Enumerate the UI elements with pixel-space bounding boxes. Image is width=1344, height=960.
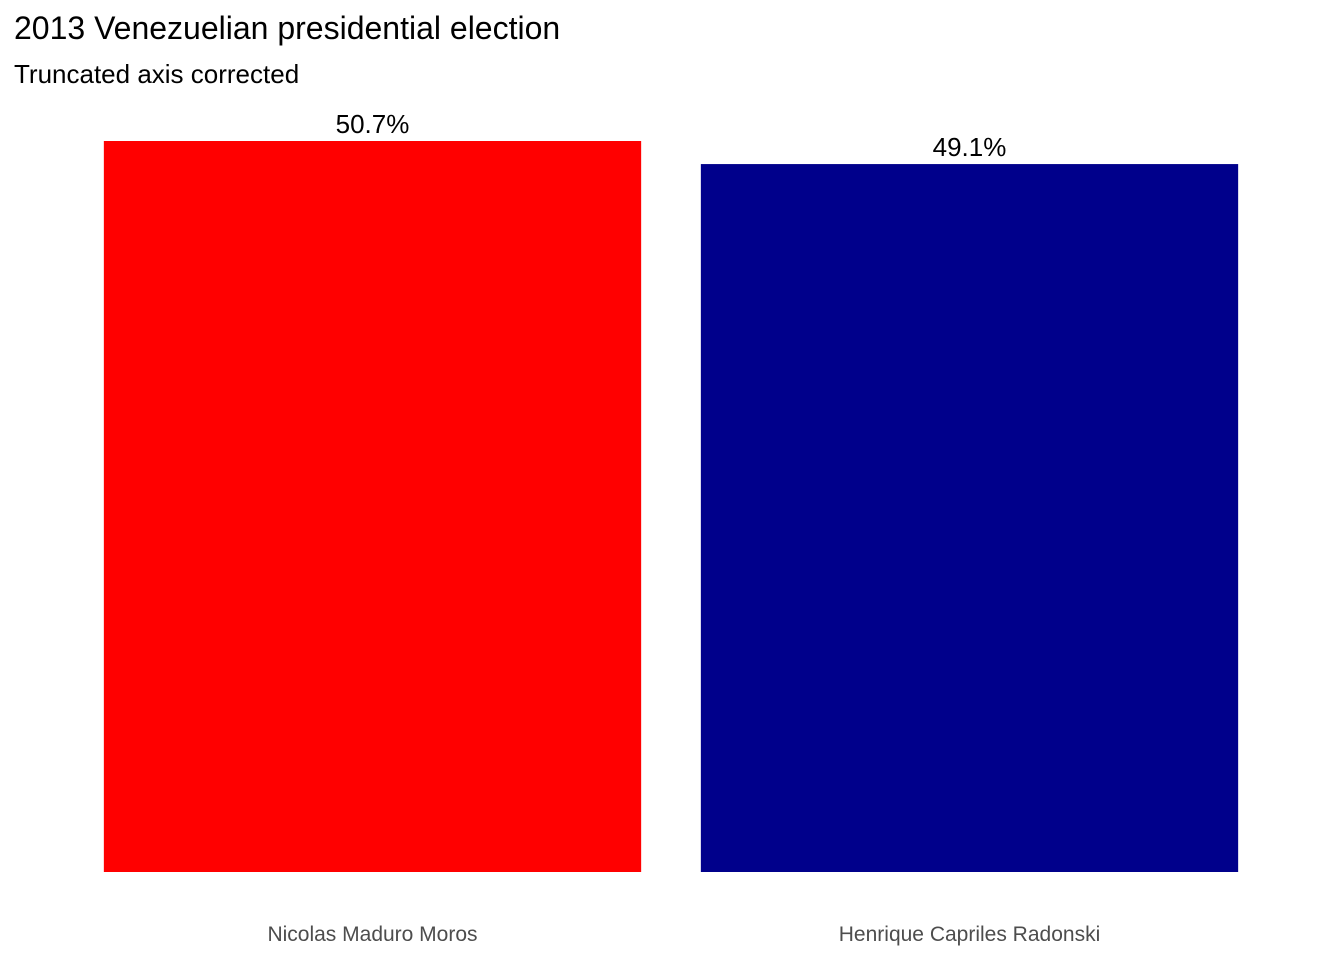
x-tick-labels: Nicolas Maduro Moros Henrique Capriles Ra…	[267, 923, 1100, 946]
bars-layer	[103, 141, 1239, 872]
value-labels-layer: 50.7% 49.1%	[336, 109, 1007, 162]
bar-value-label-2: 49.1%	[933, 132, 1007, 162]
bar-value-label-1: 50.7%	[336, 109, 410, 139]
bar-2	[700, 164, 1239, 872]
x-tick-label-1: Nicolas Maduro Moros	[267, 923, 477, 946]
chart-subtitle: Truncated axis corrected	[14, 59, 300, 89]
chart-title: 2013 Venezuelian presidential election	[14, 10, 561, 46]
bar-1	[103, 141, 642, 872]
x-tick-label-2: Henrique Capriles Radonski	[839, 923, 1100, 946]
